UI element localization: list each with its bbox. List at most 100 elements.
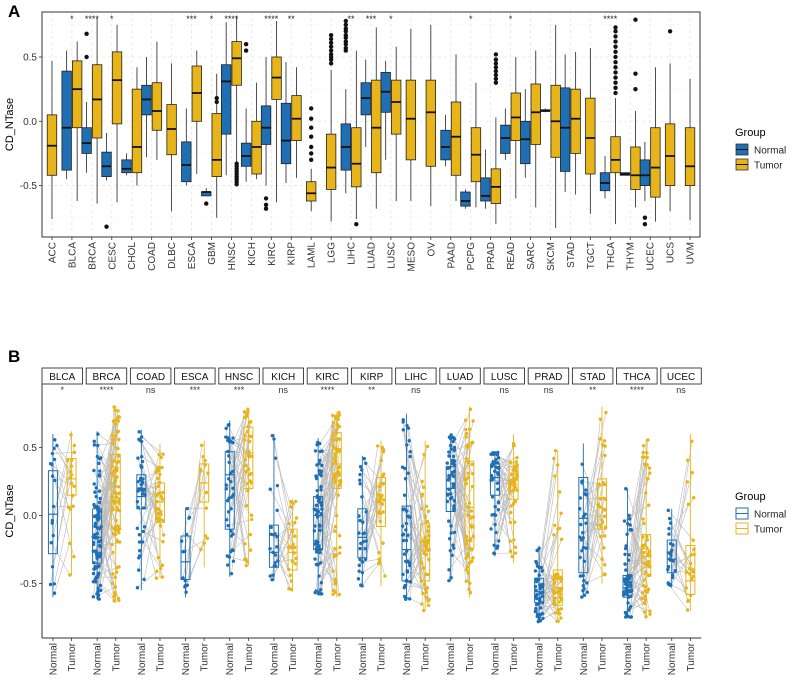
box-group-prad — [480, 52, 502, 225]
tumor-point — [375, 444, 380, 448]
tumor-point — [158, 524, 163, 528]
normal-point — [142, 577, 146, 582]
tumor-point — [553, 523, 557, 528]
normal-point — [627, 608, 631, 612]
tumor-point — [602, 507, 606, 511]
x-tick-label-tumor: Tumor — [642, 642, 653, 671]
pair-line — [54, 543, 70, 594]
tumor-box — [420, 523, 431, 582]
pair-line — [628, 590, 645, 604]
normal-point — [314, 539, 318, 543]
x-tick-label: BLCA — [67, 242, 78, 268]
outlier-point — [613, 65, 618, 70]
pair-line — [141, 436, 164, 455]
facet-title: KIRP — [360, 372, 384, 383]
pair-line — [53, 448, 72, 472]
normal-point — [622, 519, 627, 523]
normal-point — [92, 482, 96, 486]
panel-label-a: A — [8, 2, 20, 21]
pair-line — [141, 456, 159, 468]
facet-strip — [41, 367, 83, 385]
x-tick-label: UCEC — [646, 242, 657, 270]
x-tick-label: THCA — [606, 242, 617, 270]
tumor-point — [686, 458, 690, 462]
tumor-point — [161, 452, 165, 456]
tumor-point — [293, 534, 297, 538]
normal-point — [319, 488, 323, 492]
tumor-point — [160, 575, 165, 579]
pair-line — [585, 513, 605, 517]
pair-line — [630, 591, 648, 607]
normal-point — [671, 559, 675, 563]
pair-line — [406, 454, 425, 524]
outlier-point — [84, 54, 89, 60]
tumor-box-uvm-box — [684, 127, 696, 186]
tumor-box-ov-box — [425, 79, 436, 167]
normal-point — [578, 496, 583, 500]
tumor-point — [469, 509, 474, 513]
normal-point — [628, 581, 632, 585]
y-tick-label: 0.0 — [23, 117, 37, 128]
outlier-point — [613, 49, 618, 55]
normal-point — [99, 588, 103, 593]
pair-line — [628, 492, 646, 579]
tumor-box-lusc-box — [391, 79, 402, 135]
normal-point — [314, 562, 319, 567]
pair-line — [453, 505, 469, 557]
box-group-coad — [141, 41, 163, 160]
normal-point — [445, 461, 449, 465]
tumor-point — [248, 479, 252, 483]
tumor-point — [243, 463, 248, 468]
tumor-point — [293, 521, 297, 525]
normal-point — [362, 531, 367, 535]
normal-point — [452, 445, 457, 450]
normal-box — [445, 466, 456, 513]
tumor-point — [559, 607, 564, 611]
pair-line — [583, 498, 605, 589]
pair-line — [406, 444, 426, 542]
tumor-box — [464, 460, 475, 549]
outlier-point — [613, 75, 618, 80]
outlier-point — [308, 151, 314, 156]
facet-brca: BRCA **** Normal Tumor — [85, 367, 128, 675]
outlier-point — [328, 61, 334, 66]
facet-luad: LUAD * Normal Tumor — [439, 367, 481, 675]
normal-point — [584, 493, 588, 497]
normal-point — [229, 507, 233, 511]
x-tick-label-normal: Normal — [93, 643, 104, 675]
tumor-box-thca-box — [610, 136, 621, 174]
significance-label: ns — [411, 385, 421, 395]
tumor-point — [464, 427, 468, 432]
tumor-point — [117, 598, 121, 603]
outlier-point — [343, 45, 349, 51]
normal-point — [539, 565, 544, 570]
normal-point — [357, 569, 361, 573]
normal-point — [183, 549, 187, 554]
tumor-box-coad-box — [151, 82, 163, 131]
normal-point — [452, 546, 456, 550]
x-tick-label: HNSC — [227, 242, 238, 270]
significance-label: *** — [234, 385, 245, 395]
facet-kich: KICH ns Normal Tumor — [262, 367, 304, 675]
pair-line — [100, 493, 120, 527]
tumor-point — [648, 609, 652, 613]
normal-point — [627, 517, 632, 521]
normal-box — [224, 451, 235, 530]
tumor-box — [243, 426, 254, 489]
tumor-point — [645, 534, 649, 539]
pair-line — [542, 491, 560, 571]
normal-point — [275, 545, 279, 549]
normal-point — [401, 428, 405, 432]
tumor-box-sarc-box — [530, 83, 541, 145]
tumor-point — [338, 545, 342, 550]
legend-title: Group — [735, 491, 766, 503]
normal-point — [97, 564, 101, 568]
pair-line — [364, 449, 384, 534]
outlier-point — [343, 39, 349, 44]
tumor-point — [337, 464, 342, 469]
normal-box-sarc-box — [520, 120, 531, 165]
tumor-point — [557, 490, 562, 494]
tumor-point — [470, 559, 474, 564]
tumor-point — [465, 565, 470, 569]
normal-point — [358, 546, 362, 551]
